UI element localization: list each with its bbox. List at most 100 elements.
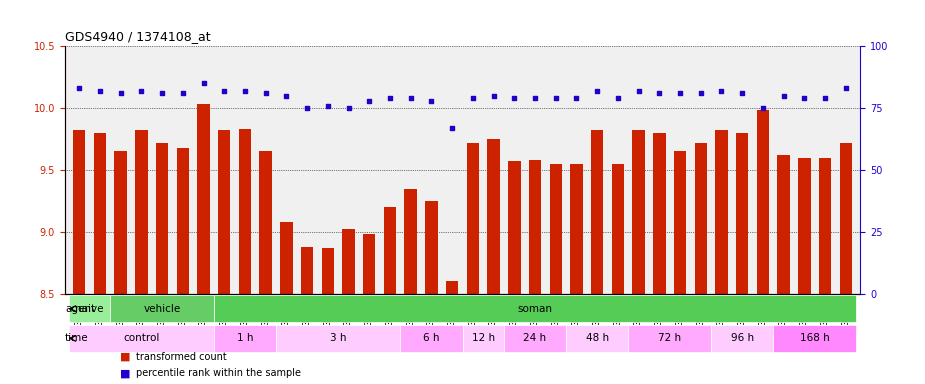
Point (527, 95, 542, 101)
Point (320, 103, 335, 109)
Bar (322, 248, 334, 384)
Bar (197, 104, 210, 384)
Bar (280, 222, 292, 384)
Point (672, 90, 687, 96)
Point (300, 105, 314, 111)
Text: agent: agent (65, 304, 95, 314)
Bar (819, 157, 832, 384)
Point (341, 105, 356, 111)
Bar (633, 130, 645, 384)
Text: 1 h: 1 h (237, 333, 253, 343)
Bar (777, 155, 790, 384)
FancyBboxPatch shape (504, 325, 566, 352)
Point (196, 80, 211, 86)
Text: 168 h: 168 h (800, 333, 830, 343)
Text: control: control (123, 333, 160, 343)
Bar (466, 143, 479, 384)
Text: GDS4940 / 1374108_at: GDS4940 / 1374108_at (65, 30, 210, 43)
Bar (673, 151, 686, 384)
Point (258, 90, 273, 96)
FancyBboxPatch shape (214, 325, 276, 352)
FancyBboxPatch shape (276, 325, 401, 352)
Bar (177, 148, 189, 384)
Point (465, 95, 480, 101)
FancyBboxPatch shape (773, 325, 857, 352)
Text: 24 h: 24 h (524, 333, 547, 343)
Bar (798, 157, 810, 384)
Bar (115, 151, 127, 384)
Point (694, 90, 709, 96)
Point (134, 88, 149, 94)
FancyBboxPatch shape (628, 325, 711, 352)
Bar (260, 151, 272, 384)
Bar (156, 143, 168, 384)
Text: 72 h: 72 h (658, 333, 681, 343)
Bar (736, 133, 748, 384)
Bar (363, 234, 376, 384)
Text: 6 h: 6 h (423, 333, 439, 343)
Point (507, 95, 522, 101)
Point (445, 125, 460, 131)
Text: ■: ■ (120, 368, 131, 378)
Point (383, 95, 398, 101)
Point (113, 90, 128, 96)
Bar (218, 130, 230, 384)
Point (610, 95, 625, 101)
Bar (384, 207, 396, 384)
Bar (757, 111, 769, 384)
Point (776, 93, 791, 99)
FancyBboxPatch shape (110, 295, 214, 322)
Point (797, 95, 812, 101)
Text: naive: naive (75, 304, 104, 314)
Bar (487, 139, 500, 384)
Bar (301, 247, 314, 384)
Point (176, 90, 191, 96)
FancyBboxPatch shape (214, 295, 857, 322)
FancyBboxPatch shape (68, 325, 214, 352)
Bar (446, 281, 459, 384)
Text: soman: soman (517, 304, 552, 314)
Point (238, 88, 253, 94)
Point (756, 105, 771, 111)
Text: ■: ■ (120, 351, 131, 361)
Bar (653, 133, 665, 384)
Bar (342, 229, 355, 384)
Text: time: time (65, 333, 89, 343)
Text: 48 h: 48 h (586, 333, 609, 343)
Point (631, 88, 646, 94)
Bar (239, 129, 252, 384)
Bar (508, 161, 521, 384)
Bar (570, 164, 583, 384)
Point (72, 85, 87, 91)
Point (714, 88, 729, 94)
Point (279, 93, 294, 99)
Bar (611, 164, 624, 384)
Text: percentile rank within the sample: percentile rank within the sample (136, 368, 302, 378)
Text: 12 h: 12 h (472, 333, 495, 343)
Bar (426, 201, 438, 384)
Point (403, 95, 418, 101)
FancyBboxPatch shape (711, 325, 773, 352)
Text: transformed count: transformed count (136, 351, 228, 361)
Bar (549, 164, 562, 384)
Point (838, 85, 853, 91)
Bar (695, 143, 707, 384)
Point (818, 95, 833, 101)
Point (154, 90, 169, 96)
Text: 3 h: 3 h (330, 333, 347, 343)
Text: vehicle: vehicle (143, 304, 180, 314)
Point (590, 88, 605, 94)
Point (549, 95, 563, 101)
Point (487, 93, 501, 99)
Point (424, 98, 438, 104)
FancyBboxPatch shape (401, 325, 462, 352)
Bar (404, 189, 417, 384)
Bar (529, 160, 541, 384)
Bar (135, 130, 148, 384)
Point (216, 88, 231, 94)
Point (362, 98, 376, 104)
Point (734, 90, 749, 96)
FancyBboxPatch shape (462, 325, 504, 352)
Point (92, 88, 107, 94)
Bar (93, 133, 106, 384)
